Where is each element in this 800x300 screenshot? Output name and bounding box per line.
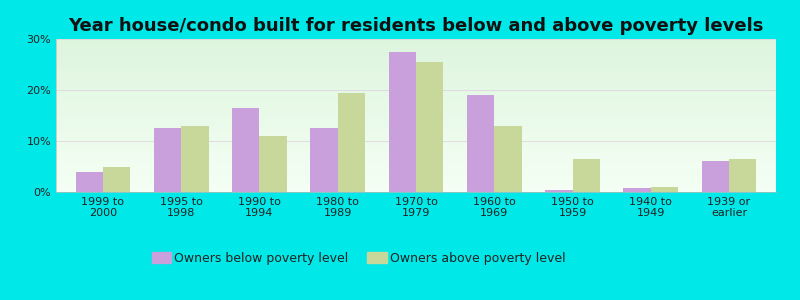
Bar [310,128,338,192]
Bar [416,62,443,192]
Bar [545,190,573,192]
Title: Year house/condo built for residents below and above poverty levels: Year house/condo built for residents bel… [68,17,764,35]
Bar [729,159,757,192]
Legend: Owners below poverty level, Owners above poverty level: Owners below poverty level, Owners above… [151,252,566,265]
Bar [702,161,729,192]
Bar [467,95,494,192]
Bar [103,167,130,192]
Bar [623,188,650,192]
Bar [232,108,259,192]
Bar [154,128,182,192]
Bar [389,52,416,192]
Bar [573,159,600,192]
Bar [338,92,365,192]
Bar [650,187,678,192]
Bar [259,136,287,192]
Bar [75,172,103,192]
Bar [494,126,522,192]
Bar [182,126,209,192]
